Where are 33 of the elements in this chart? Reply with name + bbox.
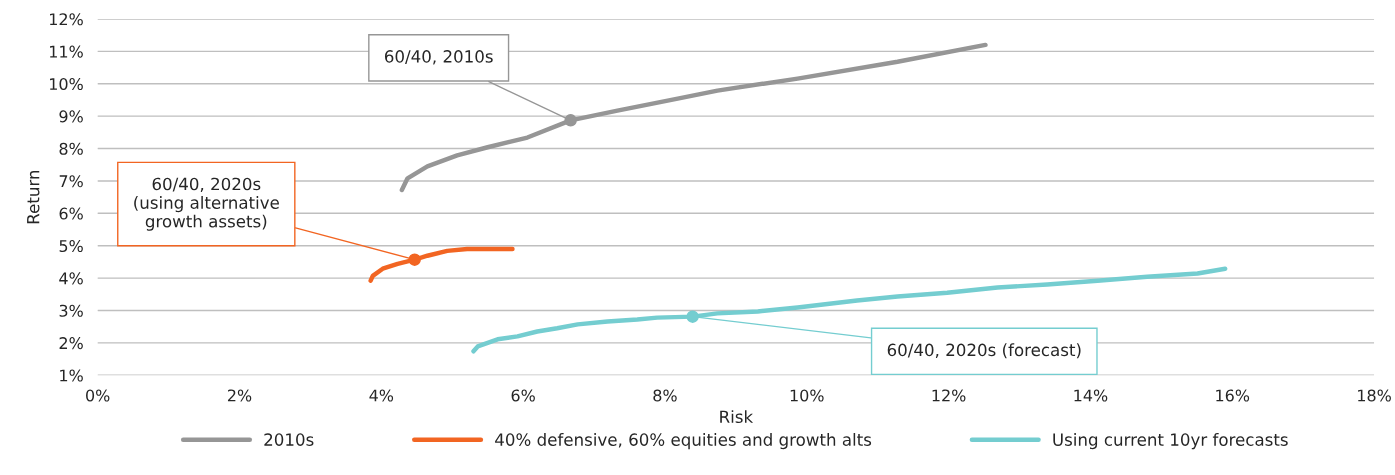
x-tick-label: 10% xyxy=(790,389,824,402)
y-tick-label: 4% xyxy=(59,272,83,285)
point xyxy=(564,114,577,127)
annotation: 60/40, 2010s xyxy=(384,50,493,65)
annotation: 60/40, 2020s (using alternative growth assets) xyxy=(134,177,279,231)
point xyxy=(408,253,421,266)
x-tick-label: 8% xyxy=(653,389,677,402)
y-tick-label: 6% xyxy=(59,207,83,220)
annotation: 60/40, 2020s (forecast) xyxy=(887,343,1081,359)
y-axis-title: Return xyxy=(27,170,40,224)
x-tick-label: 6% xyxy=(511,389,535,402)
legend-label: 2010s xyxy=(264,433,314,446)
point xyxy=(686,310,699,323)
x-tick-label: 16% xyxy=(1216,389,1250,402)
x-tick-label: 12% xyxy=(932,389,966,402)
legend-label: 40% defensive, 60% equities and growth alts xyxy=(495,433,872,450)
x-tick-label: 18% xyxy=(1358,389,1391,402)
x-tick-label: 2% xyxy=(227,389,252,402)
y-tick-label: 7% xyxy=(59,175,83,188)
y-tick-label: 11% xyxy=(50,45,83,58)
legend-label: Using current 10yr forecasts xyxy=(1053,433,1288,450)
x-tick-label: 14% xyxy=(1074,389,1108,402)
x-tick-label: 0% xyxy=(86,389,110,402)
y-tick-label: 5% xyxy=(59,239,83,252)
y-tick-label: 12% xyxy=(50,13,83,26)
y-tick-label: 1% xyxy=(60,369,83,382)
y-tick-label: 8% xyxy=(59,142,83,155)
x-axis-title: Risk xyxy=(720,410,754,424)
y-tick-label: 2% xyxy=(59,337,83,350)
y-tick-label: 9% xyxy=(59,110,83,123)
y-tick-label: 3% xyxy=(59,304,83,317)
y-tick-label: 10% xyxy=(50,77,83,91)
x-tick-label: 4% xyxy=(369,389,394,402)
